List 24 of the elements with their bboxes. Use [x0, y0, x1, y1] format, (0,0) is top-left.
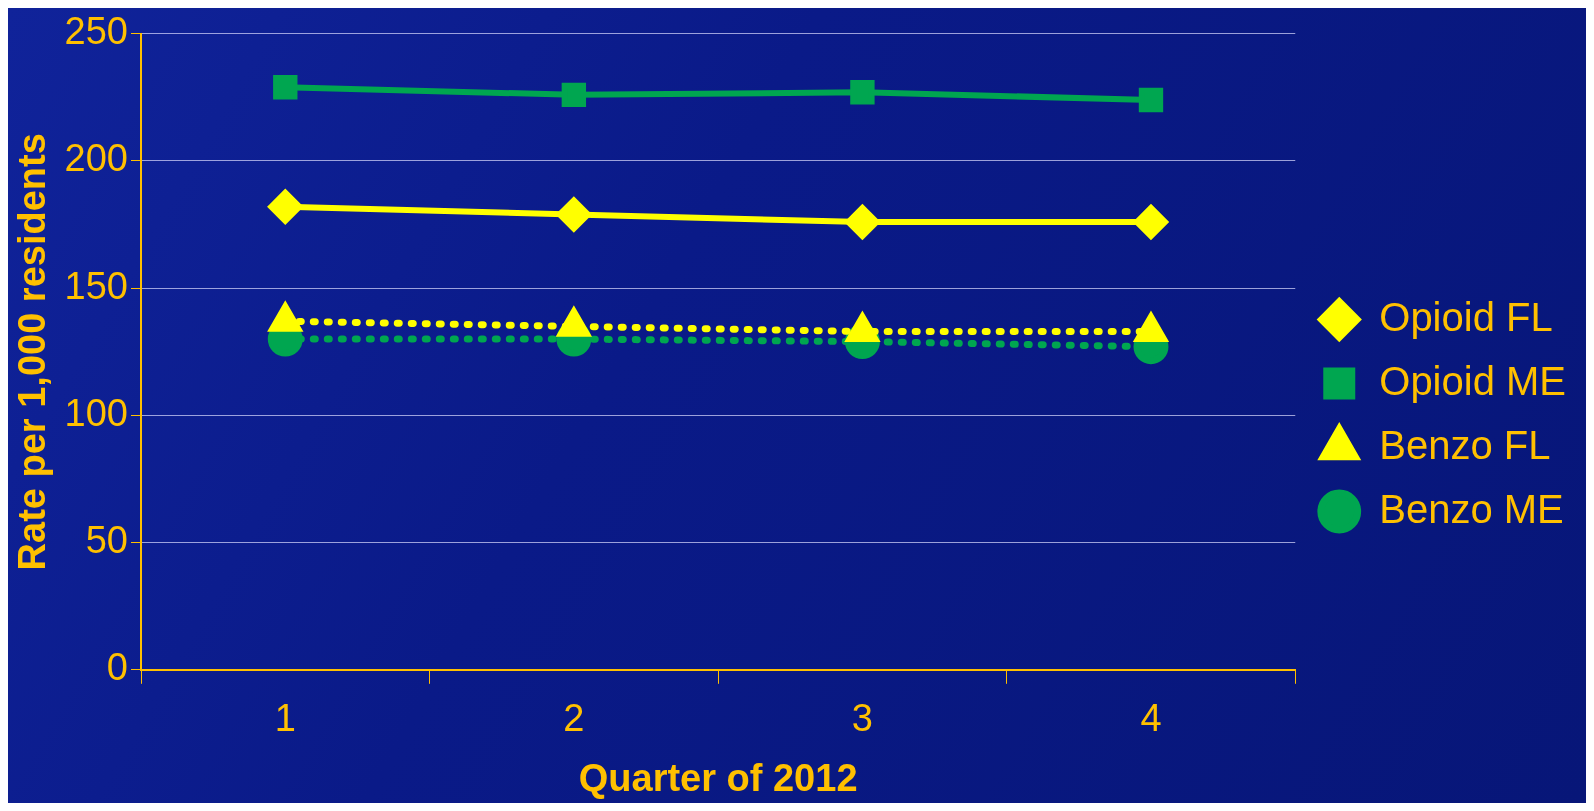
point [556, 197, 591, 232]
x-tick-label: 4 [1140, 697, 1162, 740]
point [1138, 87, 1164, 113]
x-tick-label: 3 [851, 697, 873, 740]
point [845, 205, 880, 240]
point [268, 189, 303, 224]
x-axis-title: Quarter of 2012 [578, 756, 858, 799]
legend-label: Opioid ME [1379, 358, 1567, 403]
legend-label: Benzo FL [1379, 422, 1551, 467]
y-tick-label: 150 [64, 264, 128, 307]
y-tick-label: 50 [85, 519, 128, 562]
point [561, 82, 587, 108]
legend-label: Benzo ME [1379, 486, 1564, 531]
y-tick-label: 100 [64, 391, 128, 434]
point [1133, 205, 1168, 240]
point [273, 75, 298, 100]
x-tick-label: 1 [274, 697, 296, 740]
point [850, 80, 875, 105]
legend-label: Opioid FL [1379, 294, 1553, 339]
x-tick-label: 2 [563, 697, 585, 740]
y-tick-label: 0 [106, 646, 128, 689]
y-tick-label: 200 [64, 137, 128, 180]
y-axis-title: Rate per 1,000 residents [11, 133, 54, 571]
y-tick-label: 250 [64, 10, 128, 53]
